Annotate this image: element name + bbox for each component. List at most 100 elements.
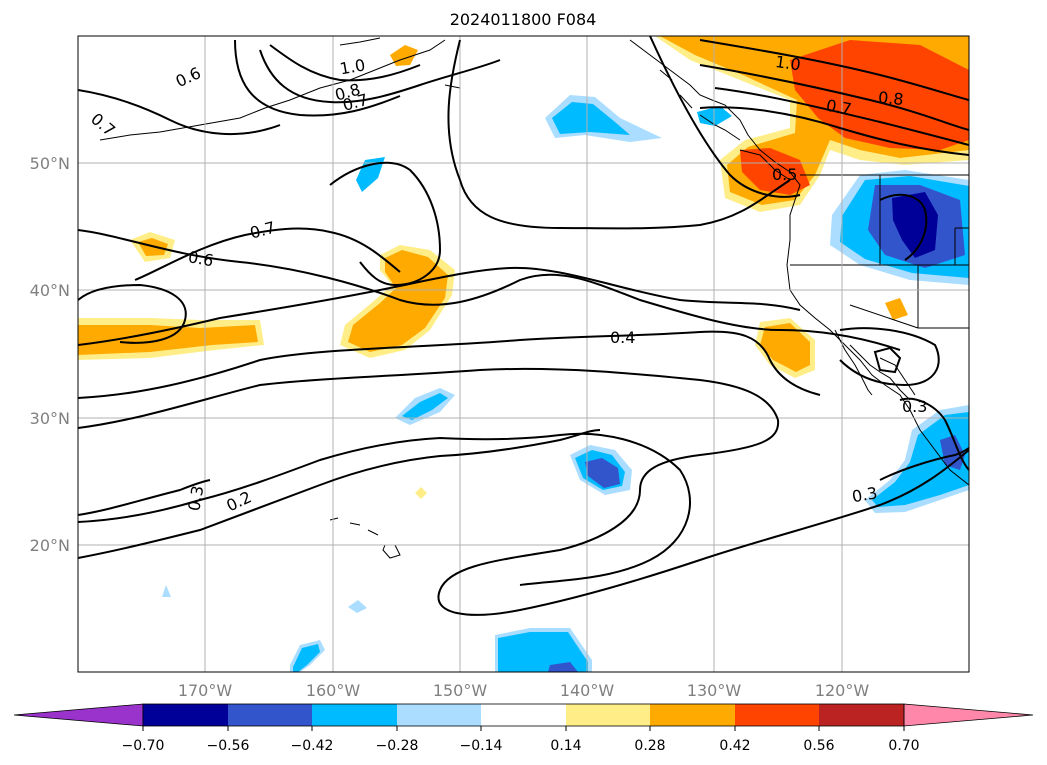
coastlines <box>99 37 969 559</box>
shade-negative-goa-mid <box>552 102 630 135</box>
colorbar-bin <box>481 704 566 726</box>
lon-tick-label: 140°W <box>560 681 615 700</box>
colorbar: −0.70 −0.56 −0.42 −0.28 −0.14 0.14 0.28 … <box>13 703 1034 754</box>
colorbar-bin <box>566 704 650 726</box>
shade-negative-subtrop-mid <box>402 393 448 420</box>
lon-tick-label: 130°W <box>687 681 742 700</box>
coast-north-america <box>629 39 969 486</box>
lon-tick-label: 160°W <box>306 681 361 700</box>
coast-gulf-california <box>849 344 916 401</box>
lon-tick-label: 150°W <box>433 681 488 700</box>
shade-negative-west-core <box>892 192 938 258</box>
shade-positive-dot <box>415 487 427 499</box>
contour-line <box>329 161 442 287</box>
contour-label: 0.3 <box>184 484 207 512</box>
coast-aleutians <box>99 39 446 141</box>
shade-negative-dot-1 <box>162 585 171 597</box>
contour-label: 0.7 <box>825 96 853 119</box>
contour-line <box>699 106 969 156</box>
contour-line <box>78 330 821 399</box>
contour-label: 1.0 <box>774 52 802 74</box>
shade-negative-dot-2 <box>348 600 367 613</box>
shade-negative-southwest-mid <box>293 644 320 672</box>
colorbar-bin <box>397 704 481 726</box>
shade-negative-south-strong <box>548 662 578 672</box>
contour-line <box>839 327 940 387</box>
contour-line <box>78 367 969 616</box>
plot-frame <box>77 35 970 673</box>
contour-line <box>134 227 401 281</box>
shade-positive-nevada-small <box>885 298 908 320</box>
border-states-2 <box>954 227 969 265</box>
lat-tick-label: 40°N <box>30 281 70 300</box>
lon-tick-label: 170°W <box>178 681 233 700</box>
contour-label: 0.5 <box>772 165 797 184</box>
latitude-axis: 50°N 40°N 30°N 20°N <box>30 154 70 555</box>
contour-label: 0.8 <box>877 88 904 109</box>
lat-tick-label: 30°N <box>30 409 70 428</box>
contour-line <box>879 193 928 261</box>
colorbar-tick-label: 0.70 <box>888 738 919 754</box>
contours <box>78 36 969 616</box>
colorbar-bin <box>228 704 312 726</box>
contour-line <box>78 429 601 559</box>
colorbar-tick-label: −0.42 <box>291 738 334 754</box>
coast-alaska-pen <box>339 37 461 89</box>
contour-line <box>873 346 902 374</box>
colorbar-ticks <box>142 726 905 731</box>
figure-title: 2024011800 F084 <box>450 10 597 29</box>
lat-tick-label: 20°N <box>30 536 70 555</box>
colorbar-frame <box>142 703 905 727</box>
contour-label: 0.6 <box>187 247 215 270</box>
coast-baja-inner <box>834 329 873 396</box>
contour-line <box>269 44 421 82</box>
lat-tick-label: 50°N <box>30 154 70 173</box>
colorbar-under-arrow <box>13 703 144 727</box>
contour-line <box>447 39 791 230</box>
colorbar-bin <box>735 704 819 726</box>
shade-positive-bc-strong <box>740 148 810 195</box>
shade-negative-south-mid <box>498 632 588 672</box>
gridlines <box>78 36 969 672</box>
contour-line <box>234 39 401 117</box>
contour-line <box>78 283 187 344</box>
contour-label: 0.4 <box>610 328 635 347</box>
shade-positive-central-mid <box>348 250 448 352</box>
colorbar-tick-label: 0.56 <box>803 738 834 754</box>
contour-line <box>259 49 501 104</box>
colorbar-over-arrow <box>903 703 1034 727</box>
shade-positive-canada-strong <box>790 40 969 150</box>
contour-line <box>649 36 801 198</box>
contour-label: 0.3 <box>902 397 927 416</box>
shade-negative-mexico-mid <box>872 412 969 507</box>
contour-line <box>78 266 801 346</box>
colorbar-bin <box>143 704 228 726</box>
contour-line <box>899 397 969 471</box>
colorbar-bin <box>312 704 397 726</box>
contour-line <box>714 87 969 146</box>
shade-negative-hawaii-n-strong <box>585 458 620 488</box>
colorbar-tick-label: −0.70 <box>122 738 165 754</box>
longitude-axis: 170°W 160°W 150°W 140°W 130°W 120°W <box>178 681 870 700</box>
coast-hawaii <box>329 517 401 559</box>
lon-tick-label: 120°W <box>815 681 870 700</box>
contour-line <box>78 432 691 586</box>
colorbar-tick-label: 0.14 <box>550 738 581 754</box>
contour-line <box>78 229 901 351</box>
border-states-1 <box>790 175 969 329</box>
contour-line <box>879 447 969 481</box>
shade-negative-mexico-strong <box>940 435 965 470</box>
colorbar-tick-label: −0.14 <box>460 738 503 754</box>
contour-line <box>699 64 969 131</box>
map-layers: 0.6 0.7 1.0 0.8 0.7 0.7 0.6 0.4 0.3 0.2 … <box>78 36 969 672</box>
shade-positive-baja-mid <box>760 323 810 372</box>
shade-positive-west-strip-mid <box>78 325 258 355</box>
contour-label: 0.3 <box>850 483 878 506</box>
contour-label: 1.0 <box>338 55 366 78</box>
colorbar-tick-label: −0.28 <box>376 738 419 754</box>
contour-line <box>78 89 281 135</box>
contour-line <box>78 479 211 516</box>
colorbar-bin <box>819 704 904 726</box>
colorbar-tick-label: 0.28 <box>634 738 665 754</box>
